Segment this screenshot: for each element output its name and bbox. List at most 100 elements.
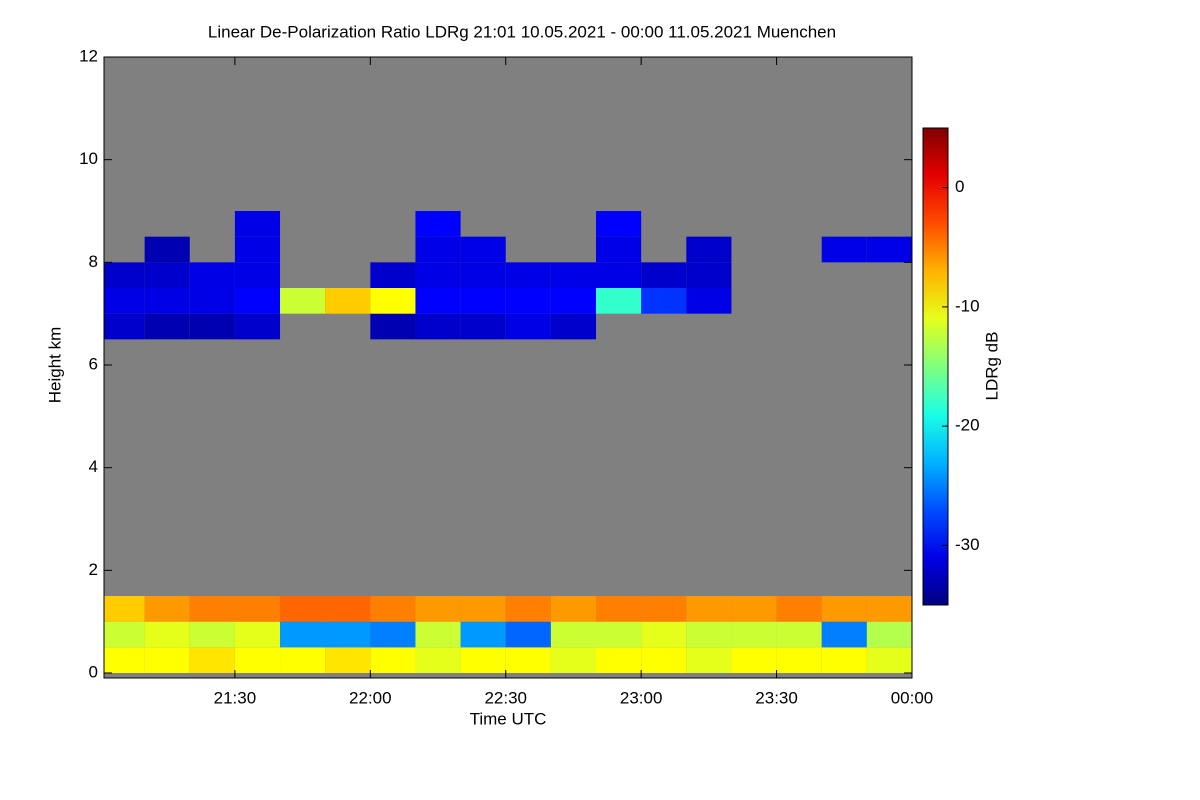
heatmap-cell (505, 313, 551, 340)
heatmap-cell (370, 262, 416, 288)
plot-frame (103, 56, 913, 679)
heatmap-cell (189, 596, 235, 622)
heatmap-cell (596, 262, 642, 288)
heatmap-cell (776, 647, 822, 673)
heatmap-cell (104, 313, 145, 340)
heatmap-cell (821, 621, 867, 648)
heatmap-cell (596, 621, 642, 648)
heatmap-cell (731, 647, 777, 673)
heatmap-cell (325, 288, 371, 314)
heatmap-cell (280, 288, 326, 314)
heatmap-cell (144, 236, 190, 263)
heatmap-cell (280, 596, 326, 622)
heatmap-cell (550, 262, 597, 288)
heatmap-cell (234, 236, 281, 263)
heatmap-cell (731, 621, 777, 648)
heatmap-cell (144, 621, 190, 648)
heatmap-cell (189, 288, 235, 314)
heatmap-cell (641, 647, 687, 673)
heatmap-cell (189, 647, 235, 673)
heatmap-cell (641, 596, 687, 622)
heatmap-cell (370, 647, 416, 673)
heatmap-cell (234, 621, 281, 648)
plot-background (104, 57, 912, 678)
heatmap-cell (641, 288, 687, 314)
x-axis-label: Time UTC (470, 709, 547, 728)
heatmap-cell (866, 621, 912, 648)
heatmap-cell (821, 596, 867, 622)
heatmap-cell (596, 288, 642, 314)
y-tick-label: 2 (89, 560, 98, 579)
heatmap-cell (596, 211, 642, 237)
heatmap-cell (144, 596, 190, 622)
heatmap-cell (104, 596, 145, 622)
y-tick-label: 12 (79, 46, 98, 65)
heatmap-cell (104, 621, 145, 648)
heatmap-cell (104, 647, 145, 673)
heatmap-cell (686, 288, 732, 314)
heatmap-cell (596, 647, 642, 673)
colorbar (922, 127, 949, 606)
heatmap-cell (144, 647, 190, 673)
heatmap-cell (550, 596, 597, 622)
heatmap-cell (596, 236, 642, 263)
heatmap-cell (550, 288, 597, 314)
y-tick-label: 10 (79, 149, 98, 168)
heatmap-cell (776, 596, 822, 622)
heatmap-cell (505, 288, 551, 314)
heatmap-cell (821, 236, 867, 263)
heatmap-cell (189, 621, 235, 648)
heatmap-cell (596, 596, 642, 622)
colorbar-tick-label: 0 (955, 177, 964, 196)
heatmap-cell (370, 621, 416, 648)
heatmap-cell (505, 621, 551, 648)
colorbar-tick-label: -10 (955, 296, 980, 315)
heatmap-cell (776, 621, 822, 648)
heatmap-cell (686, 262, 732, 288)
x-tick-label: 22:30 (484, 688, 527, 707)
y-tick-label: 4 (89, 457, 98, 476)
heatmap-cell (144, 262, 190, 288)
heatmap-cell (234, 313, 281, 340)
heatmap-cell (144, 313, 190, 340)
chart-title: Linear De-Polarization Ratio LDRg 21:01 … (208, 22, 836, 41)
heatmap-cell (731, 596, 777, 622)
heatmap-cell (641, 262, 687, 288)
heatmap-cell (189, 262, 235, 288)
heatmap-cell (641, 621, 687, 648)
heatmap-cell (460, 288, 506, 314)
y-tick-label: 6 (89, 354, 98, 373)
x-tick-label: 23:30 (755, 688, 798, 707)
y-tick-label: 0 (89, 662, 98, 681)
heatmap-cell (280, 621, 326, 648)
heatmap-cell (415, 313, 461, 340)
x-tick-label: 00:00 (891, 688, 934, 707)
heatmap-cell (415, 211, 461, 237)
heatmap-cell (550, 621, 597, 648)
heatmap-cell (234, 211, 281, 237)
heatmap-cell (866, 236, 912, 263)
heatmap-cell (550, 647, 597, 673)
heatmap-cell (325, 621, 371, 648)
heatmap-cell (460, 313, 506, 340)
heatmap-cell (505, 262, 551, 288)
heatmap-cell (505, 596, 551, 622)
heatmap-cell (686, 621, 732, 648)
heatmap-cell (325, 596, 371, 622)
heatmap-cell (415, 288, 461, 314)
heatmap-cell (234, 596, 281, 622)
heatmap-cell (104, 262, 145, 288)
heatmap-cell (415, 596, 461, 622)
x-tick-label: 21:30 (214, 688, 257, 707)
heatmap-cell (460, 262, 506, 288)
heatmap-cell (686, 596, 732, 622)
heatmap-cell (866, 596, 912, 622)
heatmap-cell (370, 288, 416, 314)
y-axis-label: Height km (45, 327, 64, 404)
heatmap-cell (325, 647, 371, 673)
heatmap-cell (460, 596, 506, 622)
heatmap-cell (821, 647, 867, 673)
heatmap-cell (686, 236, 732, 263)
colorbar-tick-label: -30 (955, 535, 980, 554)
heatmap-cell (686, 647, 732, 673)
